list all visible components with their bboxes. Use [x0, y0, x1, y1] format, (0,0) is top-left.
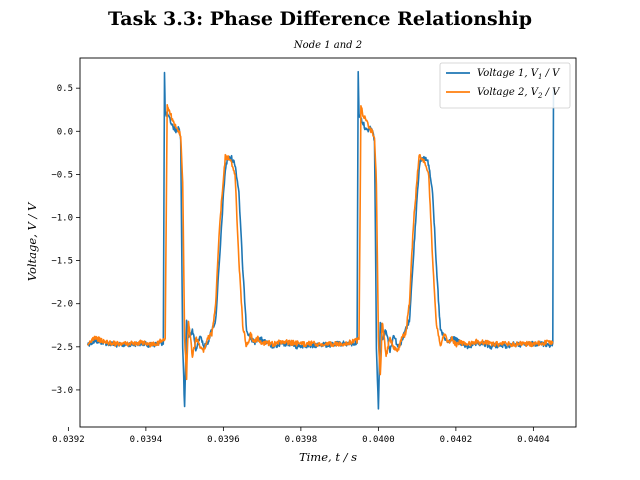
- x-tick-label: 0.0394: [130, 435, 163, 445]
- x-tick-label: 0.0400: [362, 435, 395, 445]
- y-tick-label: 0.0: [57, 127, 73, 137]
- y-axis: 0.5 0.0 −0.5 −1.0 −1.5 −2.0 −2.5 −3.0: [51, 84, 80, 396]
- x-tick-label: 0.0398: [285, 435, 318, 445]
- legend-box: [439, 62, 571, 109]
- chart-title: Task 3.3: Phase Difference Relationship: [108, 8, 532, 30]
- x-axis: 0.0392 0.0394 0.0396 0.0398 0.0400 0.0402 0.04…: [52, 427, 550, 445]
- y-tick-label: −2.0: [51, 300, 73, 310]
- y-tick-label: 0.5: [57, 84, 73, 94]
- series-line-1: [86, 70, 556, 410]
- x-axis-label: Time, t / s: [299, 450, 357, 464]
- chart-subtitle: Node 1 and 2: [293, 40, 362, 51]
- y-tick-label: −2.5: [51, 343, 73, 353]
- x-tick-label: 0.0392: [52, 435, 85, 445]
- x-tick-label: 0.0402: [440, 435, 473, 445]
- plot-series-group: [86, 70, 556, 410]
- y-tick-label: −3.0: [51, 386, 73, 396]
- legend: Voltage 1, V1 / V Voltage 2, V2 / V: [439, 62, 571, 109]
- x-tick-label: 0.0404: [517, 435, 550, 445]
- y-tick-label: −1.0: [51, 213, 73, 223]
- y-tick-label: −0.5: [51, 170, 73, 180]
- y-tick-label: −1.5: [51, 257, 73, 267]
- y-axis-label: Voltage, V / V: [25, 201, 39, 281]
- legend-label-2: Voltage 2, V2 / V: [477, 87, 561, 100]
- x-tick-label: 0.0396: [207, 435, 240, 445]
- series-line-2: [87, 104, 554, 381]
- legend-label-1: Voltage 1, V1 / V: [477, 68, 561, 81]
- plot-frame: [79, 57, 577, 428]
